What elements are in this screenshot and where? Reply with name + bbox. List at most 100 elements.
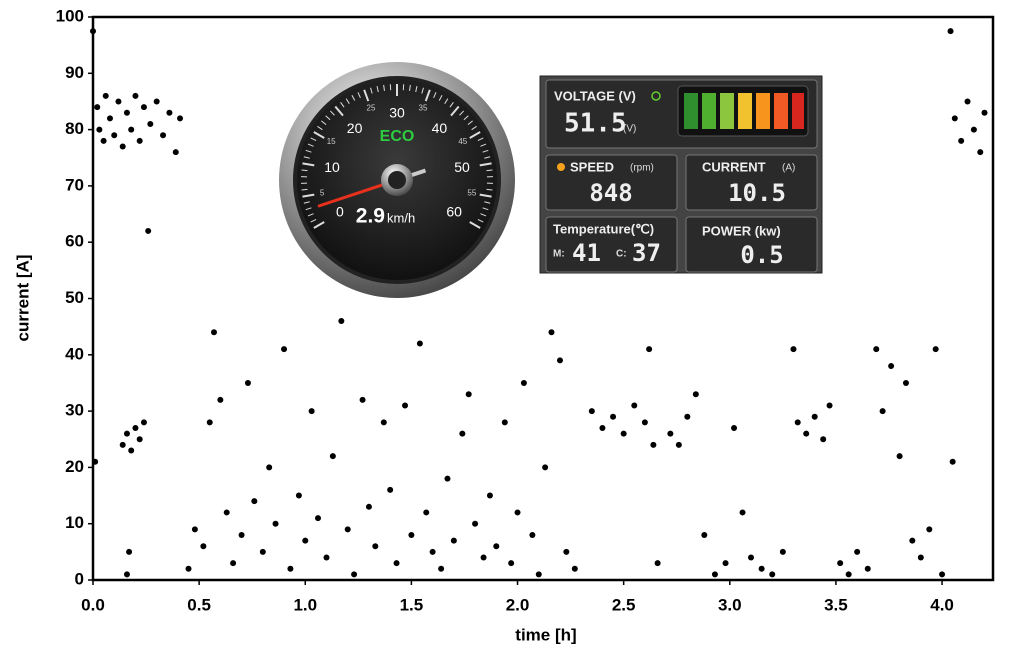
gauge-mode: ECO [380, 128, 415, 145]
gauge-tick [307, 143, 314, 147]
data-point [748, 554, 755, 561]
x-tick-label: 2.0 [506, 595, 530, 614]
gauge-tick [449, 102, 454, 108]
data-point [123, 571, 130, 578]
data-point [459, 430, 466, 437]
battery-cell [756, 93, 770, 129]
gauge-tick [482, 207, 489, 211]
data-point [100, 137, 107, 144]
dashboard: VOLTAGE (V) 51.5 (V) SPEED (rpm) 848 CUR… [539, 75, 823, 274]
x-tick-label: 4.0 [930, 595, 954, 614]
data-point [879, 408, 886, 415]
gauge-tick [351, 95, 356, 101]
gauge-speed: 2.9 [356, 205, 385, 228]
x-tick-label: 1.5 [400, 595, 424, 614]
data-point [837, 560, 844, 567]
data-point [769, 571, 776, 578]
y-axis-label: current [A] [13, 255, 32, 342]
voltage-value: 51.5 [564, 109, 627, 139]
gauge-tick [486, 169, 493, 172]
x-tick-label: 3.5 [824, 595, 848, 614]
gauge-tick [415, 85, 418, 93]
battery-cell [774, 93, 788, 129]
data-point [266, 464, 273, 471]
gauge-label: 60 [446, 204, 462, 220]
data-point [380, 419, 387, 426]
gauge-tick [370, 87, 373, 94]
data-point [323, 554, 330, 561]
data-point [126, 548, 133, 555]
plot-frame [91, 15, 995, 582]
data-point [128, 447, 135, 454]
gauge-tick [486, 188, 493, 191]
speed-unit: (rpm) [630, 163, 654, 174]
gauge-hub-center [388, 171, 406, 189]
data-point [140, 104, 147, 111]
data-point [548, 329, 555, 336]
gauge-label: 50 [454, 159, 470, 175]
gauge-tick [340, 102, 345, 108]
data-point [599, 424, 606, 431]
data-point [542, 464, 549, 471]
data-point [926, 526, 933, 533]
y-tick-label: 100 [56, 6, 84, 25]
gauge-tick [303, 156, 310, 159]
data-point [429, 548, 436, 555]
data-point [200, 543, 207, 550]
gauge-tick [357, 92, 361, 98]
data-point [646, 346, 653, 353]
y-tick-label: 70 [65, 175, 84, 194]
data-point [529, 531, 536, 538]
battery-cell [738, 93, 752, 129]
data-point [416, 340, 423, 347]
data-point [106, 115, 113, 122]
data-point [779, 548, 786, 555]
gauge-tick [305, 207, 312, 211]
data-point [119, 441, 126, 448]
gauge-tick [479, 193, 492, 198]
gauge-tick [301, 169, 308, 172]
data-point [480, 554, 487, 561]
data-point [981, 109, 988, 116]
gauge-tick [325, 115, 331, 121]
x-tick-label: 3.0 [718, 595, 742, 614]
data-point [136, 137, 143, 144]
power-value: 0.5 [740, 241, 783, 269]
current-label: CURRENT [702, 159, 766, 174]
data-point [329, 453, 336, 460]
data-point [344, 526, 351, 533]
data-point [641, 419, 648, 426]
speed-led [557, 163, 565, 171]
data-point [684, 413, 691, 420]
data-point [251, 498, 258, 505]
data-point [758, 565, 765, 572]
temperature-label: Temperature(℃) [553, 221, 654, 236]
battery-cell [792, 93, 804, 129]
gauge-tick [363, 89, 370, 102]
data-point [123, 109, 130, 116]
data-point [675, 441, 682, 448]
data-point [444, 475, 451, 482]
gauge-speed-unit: km/h [387, 210, 415, 225]
data-point [472, 520, 479, 527]
gauge-minor-label: 55 [467, 188, 476, 197]
gauge-tick [480, 213, 487, 217]
battery-cell [684, 93, 698, 129]
data-point [450, 537, 457, 544]
gauge-tick [313, 131, 325, 139]
data-point [951, 115, 958, 122]
y-tick-label: 10 [65, 513, 84, 532]
data-point [210, 329, 217, 336]
gauge-tick [444, 98, 449, 104]
gauge-tick [409, 84, 411, 91]
controller-temp-label: C: [616, 249, 627, 260]
data-point [351, 571, 358, 578]
gauge-tick [345, 98, 350, 104]
data-point [794, 419, 801, 426]
x-tick-label: 1.0 [293, 595, 317, 614]
data-point [588, 408, 595, 415]
gauge-tick [477, 219, 484, 223]
data-point [393, 560, 400, 567]
gauge-tick [310, 219, 317, 223]
gauge-tick [305, 149, 312, 153]
